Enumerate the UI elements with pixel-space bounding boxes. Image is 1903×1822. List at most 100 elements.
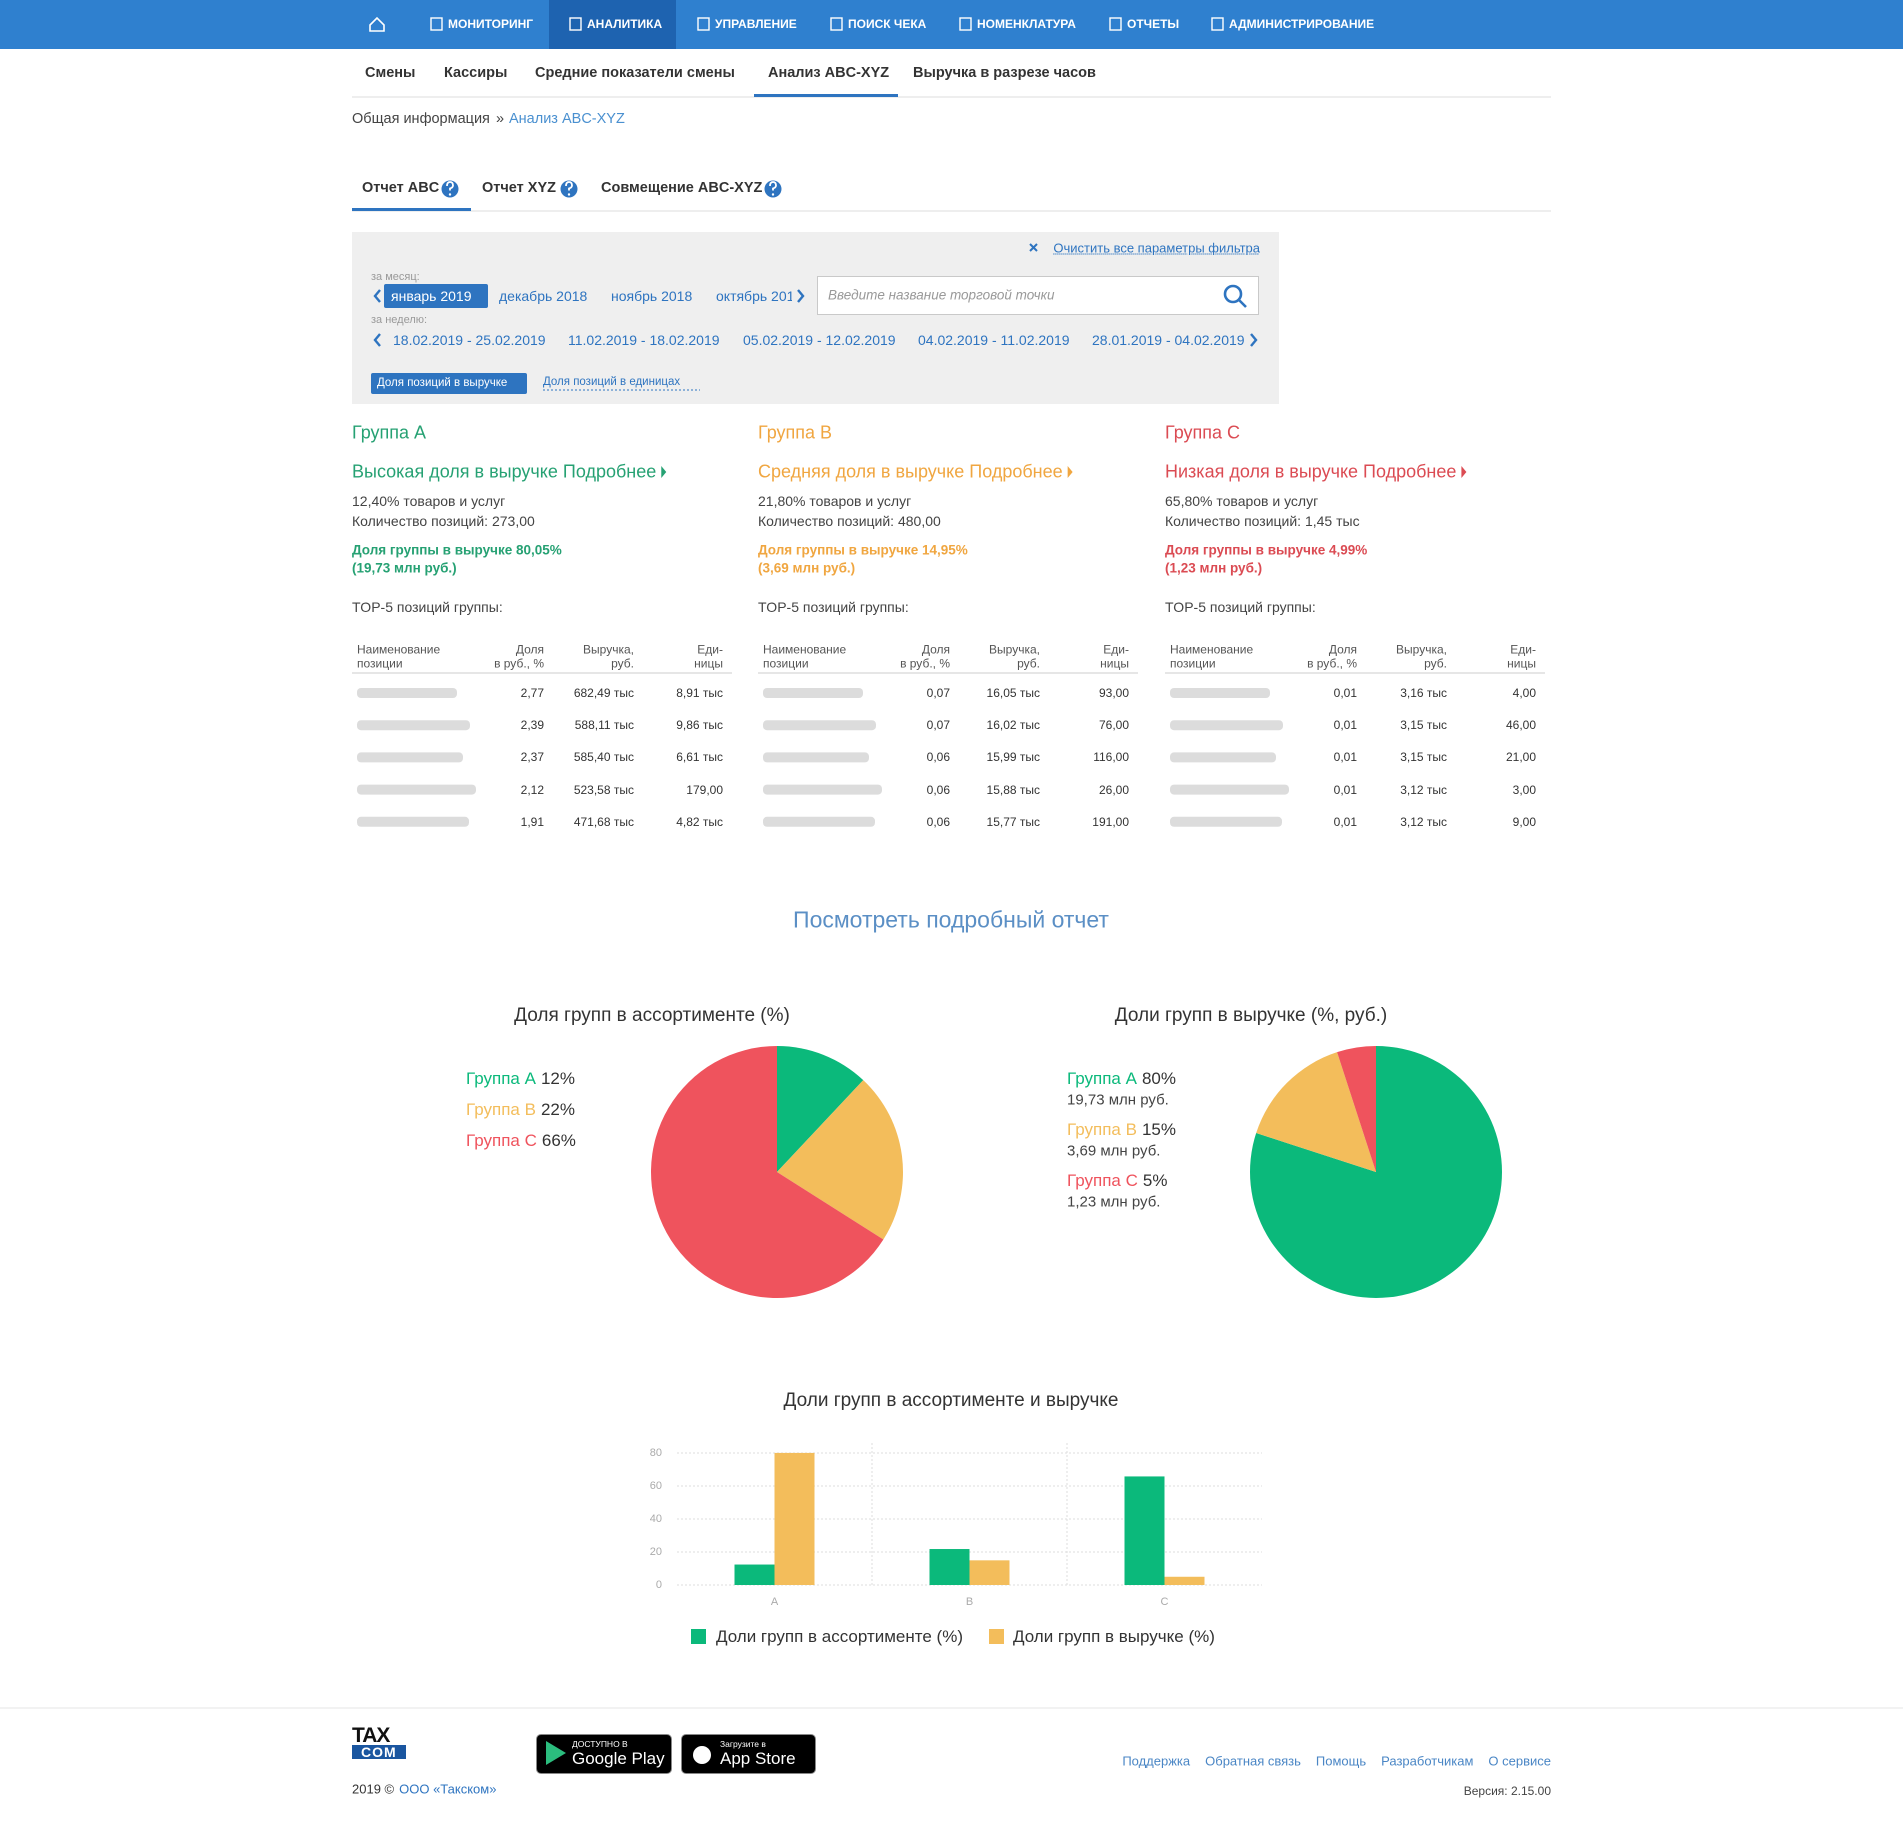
nav-item[interactable]: ПОИСК ЧЕКА bbox=[848, 17, 927, 31]
blurred-name bbox=[357, 784, 476, 795]
nav-icon bbox=[697, 17, 710, 31]
table-header: руб. bbox=[611, 656, 634, 671]
mode[interactable]: Доля позиций в единицах bbox=[543, 376, 681, 388]
breadcrumb-item[interactable]: Общая информация bbox=[352, 111, 490, 127]
legend-item: Группа B 22% bbox=[466, 1100, 575, 1120]
table-cell: 0,01 bbox=[1333, 750, 1357, 765]
blurred-name bbox=[763, 752, 869, 763]
month[interactable]: декабрь 2018 bbox=[499, 288, 588, 304]
blurred-name bbox=[1170, 784, 1289, 795]
group-text: 12,40% товаров и услуг bbox=[352, 493, 506, 509]
nav-item[interactable]: АНАЛИТИКА bbox=[587, 17, 663, 31]
report-tab[interactable]: Отчет ABC bbox=[362, 180, 440, 196]
table-header: Доля bbox=[1328, 642, 1357, 657]
subnav-item[interactable]: Средние показатели смены bbox=[535, 65, 735, 81]
footer-link[interactable]: Обратная связь bbox=[1205, 1753, 1301, 1769]
more-arrow bbox=[1461, 466, 1467, 478]
nav-item[interactable]: НОМЕНКЛАТУРА bbox=[977, 17, 1076, 31]
table-cell: 93,00 bbox=[1098, 686, 1129, 700]
legend-label: Доли групп в ассортименте (%) bbox=[716, 1627, 963, 1646]
footer-link[interactable]: Разработчикам bbox=[1381, 1753, 1474, 1769]
group-subtitle: Высокая доля в выручке Подробнее bbox=[352, 462, 656, 483]
table-cell: 3,12 тыс bbox=[1400, 782, 1447, 797]
search-placeholder: Введите название торговой точки bbox=[828, 287, 1055, 303]
y-tick-label: 40 bbox=[649, 1513, 662, 1525]
nav-item[interactable]: УПРАВЛЕНИЕ bbox=[715, 17, 797, 31]
clear-filter[interactable]: Очистить все параметры фильтра bbox=[1053, 240, 1260, 256]
week[interactable]: 11.02.2019 - 18.02.2019 bbox=[568, 332, 720, 348]
legend-item: Группа A 12% bbox=[466, 1069, 575, 1089]
nav-item[interactable]: ОТЧЕТЫ bbox=[1127, 17, 1180, 31]
legend-item: Группа A 80% bbox=[1067, 1069, 1176, 1089]
table-cell: 2,77 bbox=[520, 686, 544, 700]
google-play-icon bbox=[546, 1741, 566, 1765]
search-input[interactable] bbox=[817, 276, 1259, 315]
footer-link[interactable]: О сервисе bbox=[1488, 1753, 1551, 1769]
help-icon bbox=[565, 181, 573, 191]
breadcrumb-item[interactable]: Анализ ABC-XYZ bbox=[509, 111, 625, 127]
month[interactable]: ноябрь 2018 bbox=[611, 288, 693, 304]
mode[interactable]: Доля позиций в выручке bbox=[377, 377, 508, 389]
group-text: TOP-5 позиций группы: bbox=[1165, 599, 1316, 615]
subnav-item[interactable]: Анализ ABC-XYZ bbox=[768, 65, 890, 81]
footer-link[interactable]: Помощь bbox=[1315, 1753, 1367, 1769]
more-link[interactable]: Подробнее bbox=[1363, 461, 1457, 482]
legend-swatch bbox=[989, 1629, 1004, 1644]
month[interactable]: январь 2019 bbox=[391, 288, 472, 304]
y-tick-label: 60 bbox=[649, 1480, 662, 1492]
blurred-name bbox=[357, 816, 469, 827]
table-header: позиции bbox=[1170, 656, 1216, 671]
table-cell: 0,07 bbox=[926, 686, 950, 700]
label: за неделю: bbox=[371, 314, 428, 326]
footer-links: Поддержка Обратная связь Помощь Разработчик… bbox=[1122, 1754, 1551, 1769]
bar bbox=[969, 1560, 1010, 1585]
pie-slice bbox=[1250, 1046, 1503, 1299]
label: за месяц: bbox=[371, 271, 420, 283]
week[interactable]: 04.02.2019 - 11.02.2019 bbox=[918, 332, 1070, 348]
legend-value: 22% bbox=[540, 1100, 575, 1119]
legend-note: 3,69 млн руб. bbox=[1067, 1142, 1161, 1160]
blurred-name bbox=[1170, 816, 1282, 827]
subtitle: Средняя доля в выручке bbox=[758, 461, 965, 482]
week[interactable]: 28.01.2019 - 04.02.2019 bbox=[1092, 332, 1245, 348]
version: Версия: 2.15.00 bbox=[1463, 1784, 1551, 1798]
month-active[interactable] bbox=[384, 284, 488, 308]
table-cell: 2,39 bbox=[520, 718, 544, 733]
subnav-item[interactable]: Выручка в разрезе часов bbox=[913, 65, 1096, 81]
month[interactable]: октябрь 2018 bbox=[716, 288, 792, 304]
report-tab[interactable]: Отчет XYZ bbox=[482, 180, 557, 196]
table-cell: 0,01 bbox=[1333, 782, 1357, 797]
copyright: 2019 © ООО «Такском» bbox=[352, 1782, 496, 1797]
table-cell: 6,61 тыс bbox=[676, 750, 723, 765]
footer-link[interactable]: Поддержка bbox=[1122, 1753, 1191, 1769]
home-icon[interactable] bbox=[369, 16, 385, 32]
table-header: в руб., % bbox=[900, 656, 950, 671]
table-cell: 2,12 bbox=[520, 782, 544, 797]
subnav-item[interactable]: Смены bbox=[365, 65, 416, 81]
nav-item[interactable]: МОНИТОРИНГ bbox=[448, 17, 534, 31]
logo-top: TAX bbox=[352, 1724, 390, 1747]
x-tick-label: C bbox=[1160, 1596, 1169, 1608]
subnav-item[interactable]: Кассиры bbox=[444, 65, 508, 81]
more-link[interactable]: Подробнее bbox=[969, 461, 1063, 482]
more-link[interactable]: Подробнее bbox=[562, 461, 657, 482]
report-tab[interactable]: Совмещение ABC-XYZ bbox=[601, 180, 763, 196]
mode-button[interactable] bbox=[371, 373, 527, 394]
detail-link[interactable]: Посмотреть подробный отчет bbox=[793, 906, 1109, 933]
group-title: Группа C bbox=[1165, 422, 1241, 443]
week[interactable]: 18.02.2019 - 25.02.2019 bbox=[393, 332, 546, 348]
group-share: (19,73 млн руб.) bbox=[352, 560, 457, 576]
blurred-name bbox=[1170, 720, 1283, 731]
nav-icon bbox=[959, 17, 972, 31]
legend-item: Группа C 66% bbox=[466, 1131, 576, 1151]
nav-item[interactable]: АДМИНИСТРИРОВАНИЕ bbox=[1229, 17, 1375, 31]
badge[interactable] bbox=[536, 1734, 672, 1774]
company-link[interactable]: ООО «Такском» bbox=[399, 1781, 497, 1797]
week[interactable]: 05.02.2019 - 12.02.2019 bbox=[743, 332, 896, 348]
clear-icon[interactable] bbox=[1029, 243, 1038, 252]
table-cell: 471,68 тыс bbox=[573, 814, 634, 829]
arrows[interactable] bbox=[373, 289, 1258, 347]
search-icon[interactable] bbox=[1223, 284, 1247, 308]
legend-name: Группа C bbox=[1067, 1171, 1138, 1190]
chart-title: Доля групп в ассортименте (%) bbox=[514, 1005, 790, 1026]
